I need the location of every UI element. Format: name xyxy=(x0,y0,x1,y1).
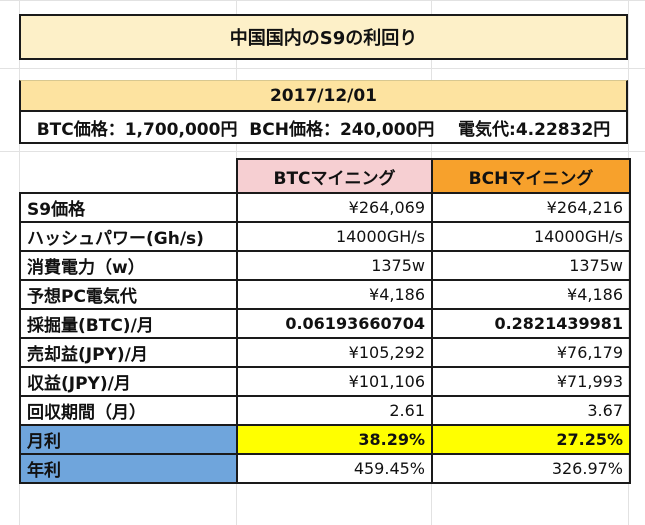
table-row: 収益(JPY)/月 ¥101,106 ¥71,993 xyxy=(20,367,630,396)
sheet-title: 中国国内のS9の利回り xyxy=(19,14,628,60)
bch-value[interactable]: ¥4,186 xyxy=(432,280,630,309)
row-label[interactable]: 収益(JPY)/月 xyxy=(20,367,237,396)
bch-value[interactable]: ¥71,993 xyxy=(432,367,630,396)
table-row: S9価格 ¥264,069 ¥264,216 xyxy=(20,193,630,222)
btc-value[interactable]: 1375w xyxy=(237,251,432,280)
btc-value[interactable]: 459.45% xyxy=(237,454,432,483)
row-label[interactable]: S9価格 xyxy=(20,193,237,222)
row-label[interactable]: 年利 xyxy=(20,454,237,483)
bch-value[interactable]: 1375w xyxy=(432,251,630,280)
table-row-monthly-yield: 月利 38.29% 27.25% xyxy=(20,425,630,454)
row-label[interactable]: 予想PC電気代 xyxy=(20,280,237,309)
row-label[interactable]: 月利 xyxy=(20,425,237,454)
bch-value[interactable]: 3.67 xyxy=(432,396,630,425)
bch-mining-header[interactable]: BCHマイニング xyxy=(432,159,630,193)
table-row: 予想PC電気代 ¥4,186 ¥4,186 xyxy=(20,280,630,309)
bch-value[interactable]: 27.25% xyxy=(432,425,630,454)
btc-value[interactable]: 0.06193660704 xyxy=(237,309,432,338)
price-info-cell: BTC価格：1,700,000円 BCH価格：240,000円 電気代:4.22… xyxy=(19,110,628,144)
btc-mining-header[interactable]: BTCマイニング xyxy=(237,159,432,193)
table-row: ハッシュパワー(Gh/s) 14000GH/s 14000GH/s xyxy=(20,222,630,251)
btc-value[interactable]: ¥4,186 xyxy=(237,280,432,309)
bch-value[interactable]: 14000GH/s xyxy=(432,222,630,251)
row-label[interactable]: 消費電力（w） xyxy=(20,251,237,280)
bch-value[interactable]: 0.2821439981 xyxy=(432,309,630,338)
btc-value[interactable]: ¥101,106 xyxy=(237,367,432,396)
btc-value[interactable]: 2.61 xyxy=(237,396,432,425)
table-row: 売却益(JPY)/月 ¥105,292 ¥76,179 xyxy=(20,338,630,367)
mining-comparison-table: BTCマイニング BCHマイニング S9価格 ¥264,069 ¥264,216… xyxy=(19,158,631,484)
table-row: 採掘量(BTC)/月 0.06193660704 0.2821439981 xyxy=(20,309,630,338)
bch-value[interactable]: ¥264,216 xyxy=(432,193,630,222)
bch-value[interactable]: ¥76,179 xyxy=(432,338,630,367)
table-row: 消費電力（w） 1375w 1375w xyxy=(20,251,630,280)
table-header-row: BTCマイニング BCHマイニング xyxy=(20,159,630,193)
btc-value[interactable]: 38.29% xyxy=(237,425,432,454)
table-row-annual-yield: 年利 459.45% 326.97% xyxy=(20,454,630,483)
row-label[interactable]: 採掘量(BTC)/月 xyxy=(20,309,237,338)
bch-value[interactable]: 326.97% xyxy=(432,454,630,483)
btc-value[interactable]: ¥264,069 xyxy=(237,193,432,222)
btc-value[interactable]: ¥105,292 xyxy=(237,338,432,367)
table-row: 回収期間（月） 2.61 3.67 xyxy=(20,396,630,425)
row-label[interactable]: 回収期間（月） xyxy=(20,396,237,425)
header-empty-cell xyxy=(20,159,237,193)
row-label[interactable]: ハッシュパワー(Gh/s) xyxy=(20,222,237,251)
date-cell: 2017/12/01 xyxy=(19,80,628,110)
row-label[interactable]: 売却益(JPY)/月 xyxy=(20,338,237,367)
btc-value[interactable]: 14000GH/s xyxy=(237,222,432,251)
